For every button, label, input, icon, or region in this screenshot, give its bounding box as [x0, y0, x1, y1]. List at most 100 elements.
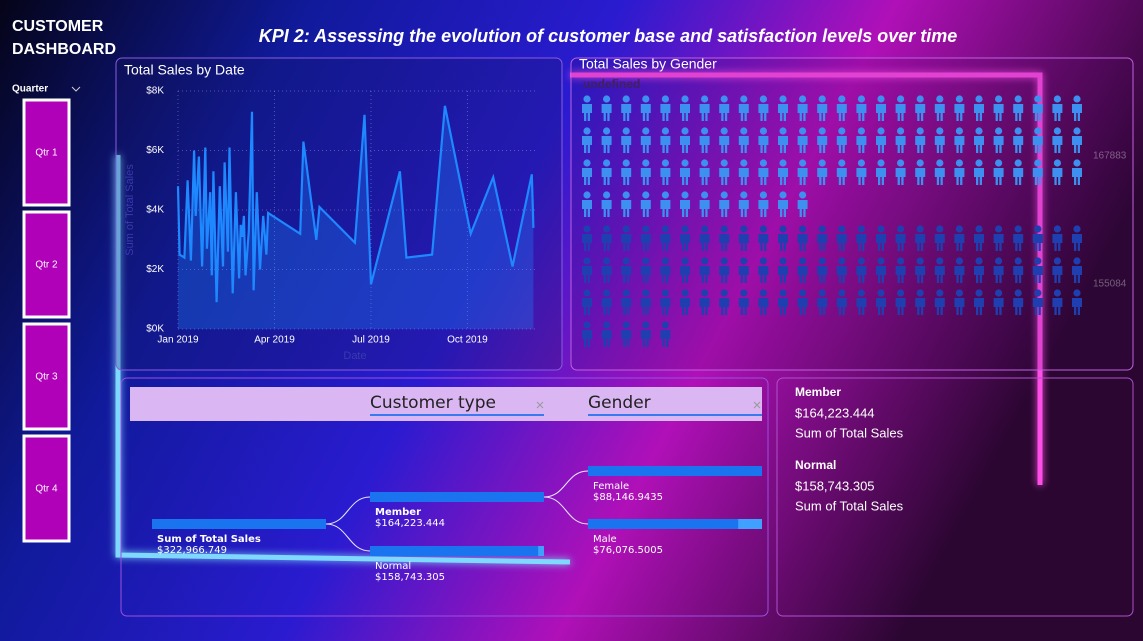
person-body — [974, 136, 984, 153]
person-body — [797, 234, 808, 251]
person-body — [680, 136, 690, 153]
person-head — [1014, 289, 1022, 297]
person-head — [1073, 159, 1081, 167]
icon-group — [582, 225, 1082, 347]
node-value: $88,146.9435 — [593, 492, 663, 503]
person-head — [877, 159, 885, 167]
value-label: 155084 — [1093, 279, 1127, 290]
x-tick-label: Oct 2019 — [447, 335, 488, 346]
person-head — [681, 257, 689, 265]
person-body — [660, 104, 671, 121]
person-head — [916, 127, 924, 135]
person-head — [799, 95, 807, 103]
person-head — [779, 225, 787, 233]
person-head — [877, 289, 885, 297]
person-head — [857, 257, 866, 265]
person-body — [1052, 168, 1063, 185]
person-head — [583, 191, 591, 199]
person-body — [817, 168, 828, 185]
person-body — [582, 200, 592, 217]
person-head — [936, 95, 944, 103]
person-body — [1013, 266, 1024, 283]
person-body — [1071, 136, 1082, 153]
person-body — [817, 234, 828, 251]
person-head — [1034, 127, 1042, 135]
chart-title: Total Sales by Date — [124, 62, 245, 78]
slicer-item[interactable]: Qtr 1 — [22, 98, 71, 207]
person-body — [974, 168, 984, 185]
person-head — [838, 159, 846, 167]
person-head — [740, 191, 748, 199]
person-head — [1034, 257, 1042, 265]
person-body — [817, 298, 828, 315]
person-body — [758, 136, 769, 153]
slicer-item-label: Qtr 1 — [35, 148, 58, 159]
person-body — [1071, 234, 1082, 251]
person-head — [975, 289, 983, 297]
person-head — [583, 127, 591, 135]
person-head — [681, 95, 689, 103]
chevron[interactable] — [71, 86, 81, 92]
person-head — [995, 289, 1003, 297]
person-head — [955, 127, 964, 135]
person-body — [954, 234, 965, 251]
slicer-item-label: Qtr 2 — [35, 260, 58, 271]
person-body — [640, 168, 651, 185]
node-value: $322,966.749 — [157, 545, 227, 556]
person-head — [877, 225, 885, 233]
person-body — [954, 136, 965, 153]
person-body — [680, 200, 690, 217]
person-body — [915, 266, 926, 283]
person-head — [701, 159, 709, 167]
person-body — [856, 104, 867, 121]
person-head — [681, 289, 689, 297]
person-body — [993, 168, 1004, 185]
card-title: Normal — [795, 458, 836, 472]
person-body — [758, 200, 769, 217]
person-body — [1052, 266, 1063, 283]
person-body — [876, 136, 886, 153]
person-head — [1073, 257, 1081, 265]
person-head — [642, 159, 650, 167]
person-body — [934, 298, 945, 315]
person-body — [699, 234, 710, 251]
person-body — [954, 168, 965, 185]
person-body — [797, 200, 808, 217]
person-body — [954, 298, 965, 315]
person-head — [701, 127, 709, 135]
slicer-item[interactable]: Qtr 4 — [22, 434, 71, 543]
person-body — [797, 266, 808, 283]
x-axis-title: Date — [343, 350, 366, 362]
slicer-item-label: Qtr 4 — [35, 484, 58, 495]
person-head — [936, 289, 944, 297]
slicer-item[interactable]: Qtr 2 — [22, 210, 71, 319]
person-head — [1014, 225, 1022, 233]
remove-level[interactable] — [536, 401, 761, 409]
person-head — [603, 321, 611, 329]
person-body — [1032, 298, 1043, 315]
person-body — [660, 168, 671, 185]
slicer-item[interactable]: Qtr 3 — [22, 322, 71, 431]
person-body — [601, 168, 612, 185]
person-head — [1014, 95, 1022, 103]
person-head — [1053, 159, 1061, 167]
person-head — [857, 159, 866, 167]
person-body — [934, 266, 945, 283]
person-head — [1073, 127, 1081, 135]
person-head — [661, 191, 670, 199]
person-head — [622, 257, 630, 265]
person-body — [778, 298, 788, 315]
node-label: Female — [593, 481, 629, 492]
person-body — [719, 234, 730, 251]
person-body — [1013, 168, 1024, 185]
person-head — [720, 191, 728, 199]
person-body — [582, 298, 592, 315]
person-body — [876, 266, 886, 283]
y-tick-label: $8K — [146, 86, 164, 97]
person-body — [758, 104, 769, 121]
person-head — [838, 127, 846, 135]
person-head — [936, 257, 944, 265]
person-head — [995, 127, 1003, 135]
value-label: 167883 — [1093, 151, 1127, 162]
